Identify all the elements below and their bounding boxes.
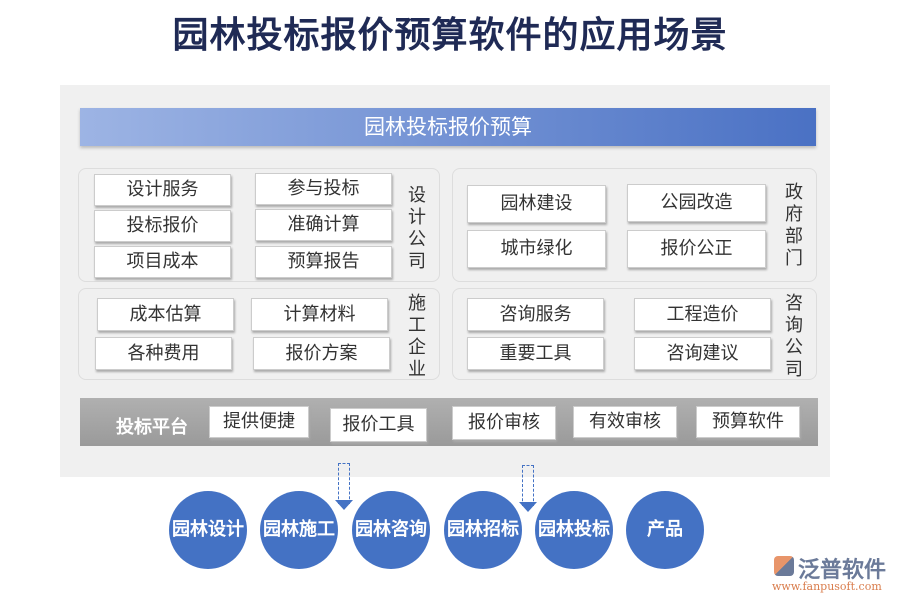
platform-label: 投标平台	[116, 417, 188, 438]
item-box: 报价公正	[627, 230, 766, 268]
item-box: 重要工具	[467, 337, 604, 370]
item-box: 设计服务	[94, 174, 231, 206]
fanpu-logo-icon	[774, 556, 794, 576]
panel-header: 园林投标报价预算	[80, 108, 816, 146]
item-box: 成本估算	[97, 298, 234, 331]
item-box: 计算材料	[251, 298, 388, 331]
logo-url: www.fanpusoft.com	[772, 580, 882, 593]
item-box: 各种费用	[95, 337, 232, 370]
down-arrow-icon	[522, 465, 534, 506]
platform-item: 预算软件	[696, 406, 800, 438]
logo-text: 泛普软件	[798, 557, 887, 583]
item-box: 投标报价	[94, 210, 231, 242]
circle-garden-construction: 园林 施工	[260, 491, 338, 569]
circle-garden-consulting: 园林 咨询	[352, 491, 430, 569]
item-box: 咨询建议	[634, 337, 771, 370]
down-arrow-icon	[338, 463, 350, 504]
item-box: 报价方案	[253, 337, 390, 370]
circle-garden-bidding: 园林 投标	[535, 491, 613, 569]
circle-garden-tendering: 园林 招标	[444, 491, 522, 569]
circle-product: 产品	[626, 491, 704, 569]
item-box: 准确计算	[255, 209, 392, 241]
platform-item: 报价审核	[452, 406, 556, 440]
item-box: 咨询服务	[467, 298, 604, 331]
group-label: 设计公司	[408, 185, 426, 272]
platform-item: 有效审核	[573, 406, 677, 438]
arrowhead-icon	[519, 502, 537, 512]
platform-bar	[80, 398, 818, 446]
arrowhead-icon	[335, 500, 353, 510]
page-title: 园林投标报价预算软件的应用场景	[172, 14, 728, 56]
group-label: 咨询公司	[785, 293, 803, 380]
group-label: 政府部门	[785, 182, 803, 269]
platform-item: 报价工具	[330, 408, 427, 442]
item-box: 项目成本	[94, 246, 231, 278]
item-box: 园林建设	[467, 185, 606, 223]
item-box: 工程造价	[634, 298, 771, 331]
item-box: 参与投标	[255, 173, 392, 205]
item-box: 预算报告	[255, 246, 392, 278]
group-label: 施工企业	[408, 293, 426, 380]
platform-item: 提供便捷	[209, 406, 309, 438]
circle-garden-design: 园林 设计	[169, 491, 247, 569]
item-box: 城市绿化	[467, 230, 606, 268]
item-box: 公园改造	[627, 184, 766, 222]
